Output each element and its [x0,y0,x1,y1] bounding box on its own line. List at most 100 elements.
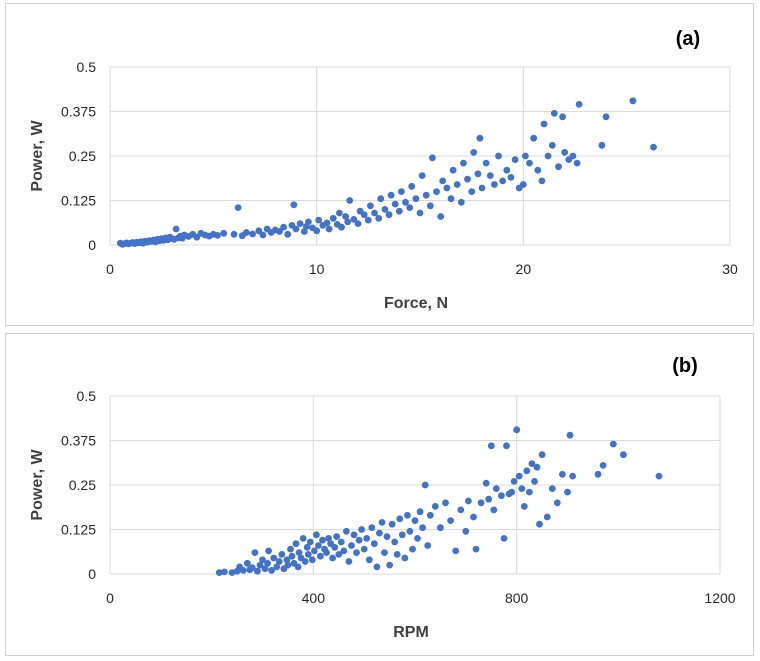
data-point [338,223,345,231]
data-point [538,451,546,459]
data-point [264,559,271,567]
data-point [602,113,610,121]
data-point [344,218,352,226]
y-tick-label: 0.25 [69,148,96,164]
data-point [306,538,314,546]
data-point [404,511,411,519]
data-point [251,549,259,556]
data-point [248,564,256,571]
data-point [319,536,326,544]
data-point [391,200,399,208]
data-point [387,191,395,199]
data-point [424,542,432,549]
data-point [256,561,264,569]
data-point [363,535,371,542]
data-point [329,214,337,222]
data-point [575,101,583,108]
data-point [367,202,374,210]
data-point [482,479,490,487]
data-point [491,181,498,188]
data-point [255,227,263,235]
x-tick-label: 1200 [704,590,735,606]
data-point [520,503,528,510]
data-point [360,545,368,553]
data-point [292,225,300,233]
data-point [368,524,376,532]
data-point [388,520,396,528]
chart-panel-a: 0 0.125 0.25 0.375 0.5 0 10 20 30 Force, N Power, … [5,3,754,326]
data-point [550,109,558,117]
scatter-plot-force: 0 0.125 0.25 0.375 0.5 0 10 20 30 Force, N Power, … [29,28,738,312]
data-point [371,209,378,217]
data-point [419,524,426,532]
data-point [437,524,444,532]
data-point [629,97,637,105]
data-point [609,440,617,448]
data-point [650,143,657,151]
data-point [522,152,529,160]
data-point [331,543,339,551]
data-point [336,209,343,217]
data-point [544,152,552,160]
data-point [340,547,348,555]
data-point [492,485,500,492]
data-point [376,529,383,537]
data-point [292,540,300,548]
data-point [230,230,238,238]
data-point [511,156,519,164]
y-axis-title: Power, W [29,120,46,192]
data-point [526,159,533,167]
data-point [531,478,538,485]
panel-label: (a) [676,28,700,50]
data-point [421,481,429,489]
data-point [377,195,385,203]
data-point [515,472,523,480]
x-axis-title: RPM [393,624,429,641]
data-point [348,542,355,549]
data-point [519,181,527,188]
data-point [513,426,521,434]
data-point [426,511,434,519]
data-point [406,527,414,535]
data-point [538,177,546,185]
data-point [294,563,302,571]
data-point [393,551,401,558]
data-point [396,515,404,523]
data-point [499,177,507,185]
y-tick-label: 0 [88,566,96,582]
data-point [288,552,296,560]
data-point [418,172,426,180]
data-point [559,113,566,121]
data-point [342,213,349,220]
data-point [228,569,236,576]
data-point [381,549,388,556]
data-point [442,499,449,507]
y-axis-title: Power, W [29,449,46,521]
y-tick-label: 0 [88,237,96,253]
data-point [284,561,292,569]
data-point [433,188,440,196]
data-point [464,175,471,183]
data-point [470,149,478,156]
data-point [490,506,498,514]
data-point [261,565,269,573]
data-point [220,229,228,237]
data-point [254,567,261,575]
data-point [599,462,607,469]
data-point [477,499,485,507]
data-point [408,182,416,190]
data-point [569,472,576,480]
data-point [270,554,278,562]
data-point [573,159,581,167]
data-point [333,533,341,540]
x-axis-title: Force, N [384,295,448,312]
data-point [487,442,495,450]
data-point [273,563,281,571]
y-tick-label: 0.125 [61,193,96,209]
data-point [536,520,543,528]
data-point [453,181,461,188]
data-point [221,568,228,576]
x-tick-label: 800 [505,590,529,606]
data-point [343,527,350,535]
data-point [470,513,477,521]
